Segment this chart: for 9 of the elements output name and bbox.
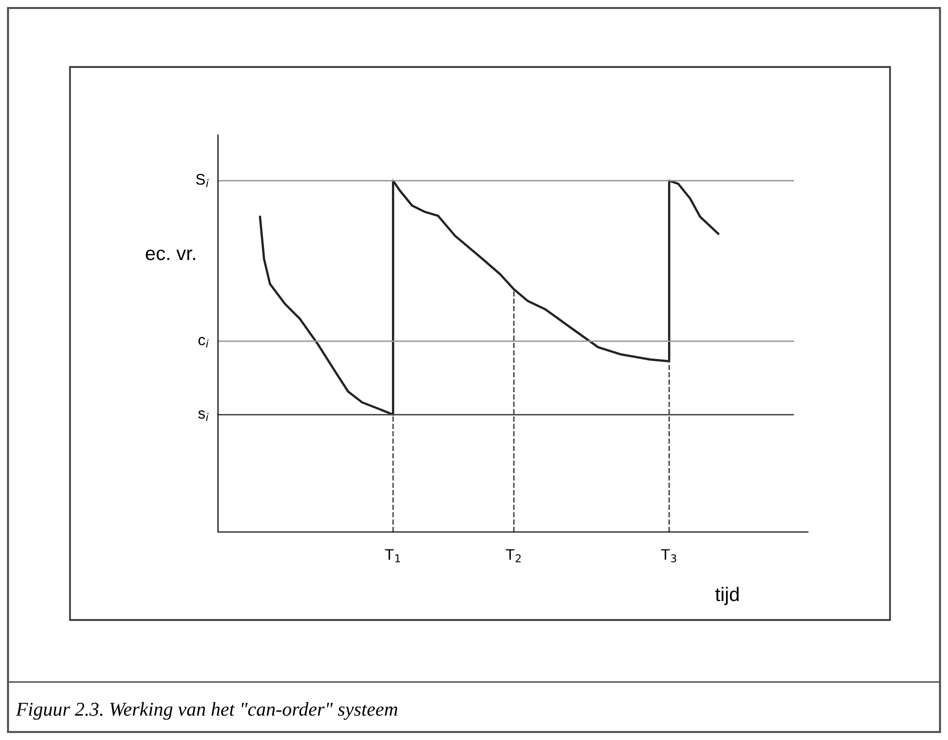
ref-line-label: c$_{i}$	[198, 336, 209, 348]
x-tick-label: T$_{2}$	[506, 549, 521, 562]
x-tick-label: T$_{3}$	[661, 549, 676, 562]
x-axis-title: tijd	[715, 586, 739, 606]
y-axis-title: ec. vr.	[146, 250, 196, 260]
ref-line-label: S$_{i}$	[196, 174, 209, 188]
text: Figuur 2.3. Werking van het "can-order" systeem	[16, 702, 398, 720]
x-tick-label: T$_{1}$	[385, 549, 400, 562]
ref-line-label: s$_{i}$	[198, 410, 209, 422]
